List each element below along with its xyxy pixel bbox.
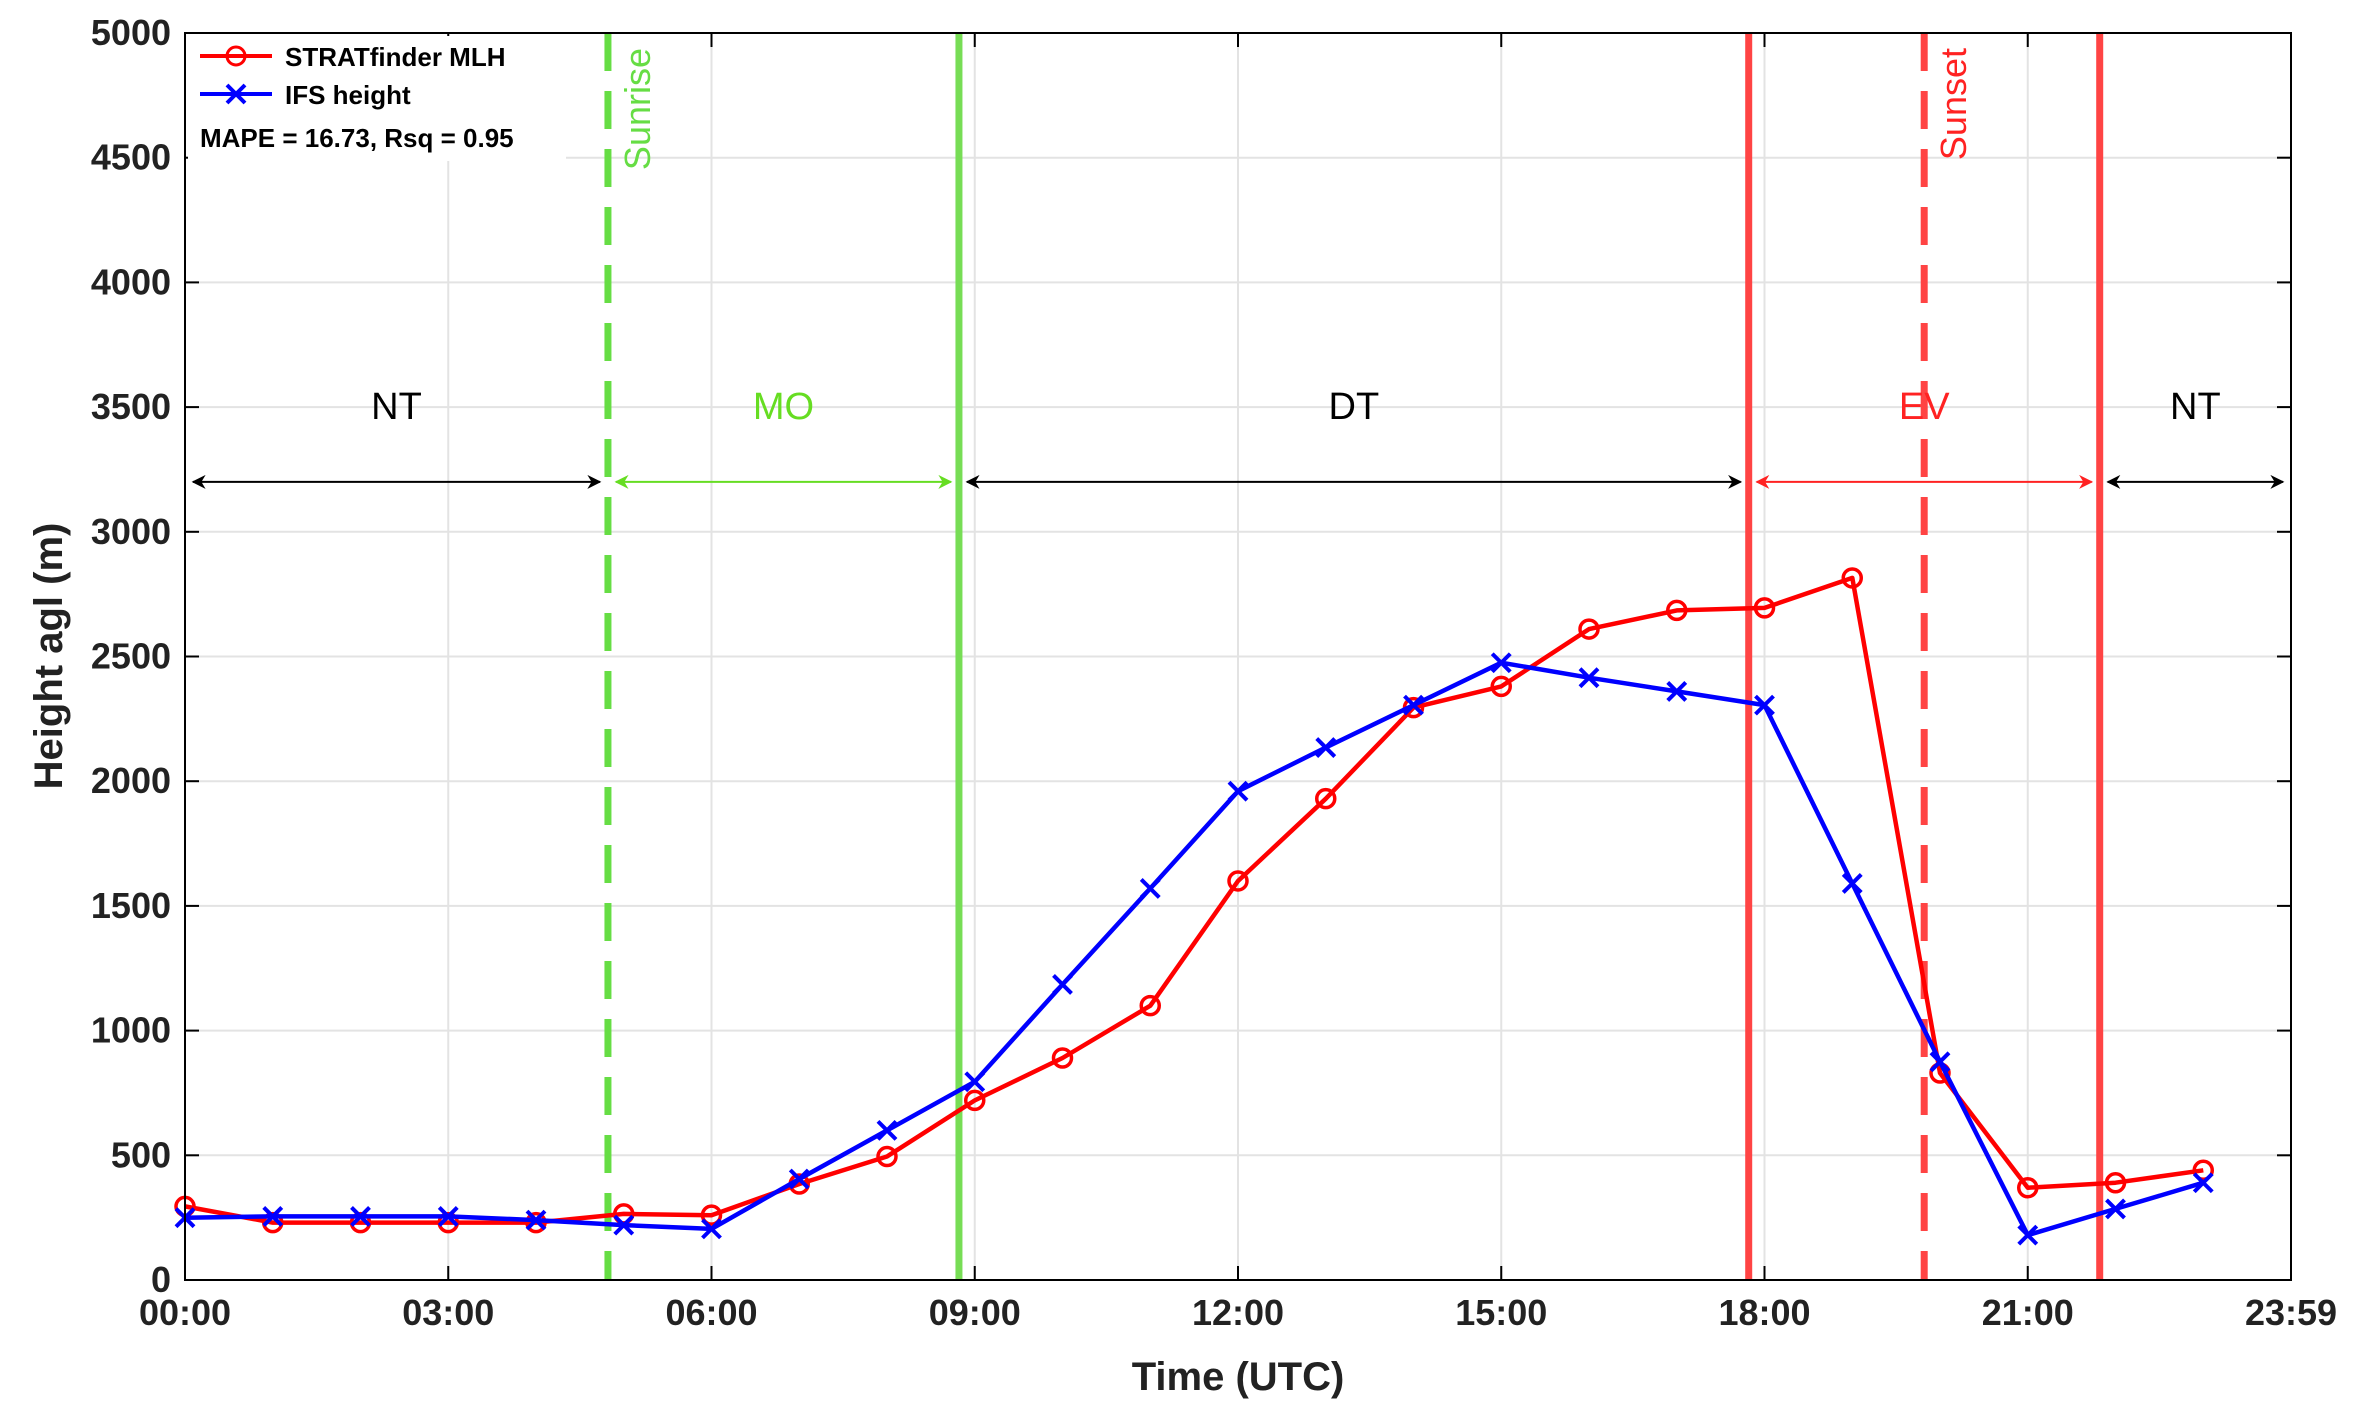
axes: 0 500 1000 1500 2000 2500 3000 3500 4000 4500 5000… bbox=[91, 12, 2337, 1333]
data-point-stratfinder bbox=[1315, 787, 1337, 810]
data-point-ifs bbox=[1841, 873, 1863, 894]
data-point-stratfinder bbox=[1051, 1047, 1074, 1069]
data-point-ifs bbox=[1490, 652, 1512, 674]
legend-marker-stratfinder bbox=[225, 45, 247, 67]
data-point-ifs bbox=[1315, 737, 1337, 758]
y-tick-label: 2000 bbox=[91, 760, 171, 801]
legend: STRATfinder MLH IFS height MAPE = 16.73,… bbox=[188, 36, 566, 161]
x-tick-label: 03:00 bbox=[402, 1292, 494, 1333]
grid bbox=[184, 32, 2292, 1281]
data-point-ifs bbox=[1666, 681, 1688, 702]
y-tick-label: 1500 bbox=[91, 885, 171, 926]
y-tick-label: 3000 bbox=[91, 511, 171, 552]
data-point-ifs bbox=[1403, 694, 1424, 716]
legend-label-stratfinder: STRATfinder MLH bbox=[285, 42, 506, 72]
series bbox=[174, 567, 2214, 1246]
period-label: NT bbox=[2170, 386, 2221, 428]
y-tick-label: 4000 bbox=[91, 261, 171, 302]
data-point-ifs bbox=[788, 1168, 810, 1190]
x-tick-label: 00:00 bbox=[139, 1292, 231, 1333]
y-tick-label: 3500 bbox=[91, 386, 171, 427]
data-point-stratfinder bbox=[1578, 618, 1600, 640]
y-axis-title: Height agl (m) bbox=[27, 523, 71, 790]
data-point-ifs bbox=[525, 1209, 547, 1231]
period-label: MO bbox=[753, 386, 814, 428]
event-lines: Sunrise Sunset bbox=[604, 33, 2104, 1280]
y-tick-label: 0 bbox=[151, 1259, 171, 1300]
data-point-stratfinder bbox=[2104, 1171, 2127, 1194]
x-tick-label: 06:00 bbox=[665, 1292, 757, 1333]
legend-marker-ifs bbox=[225, 83, 247, 105]
x-tick-label: 23:59 bbox=[2245, 1292, 2337, 1333]
x-tick-label: 12:00 bbox=[1192, 1292, 1284, 1333]
data-point-stratfinder bbox=[2017, 1176, 2039, 1199]
x-axis-title: Time (UTC) bbox=[1132, 1355, 1345, 1399]
data-point-stratfinder bbox=[1139, 994, 1161, 1017]
period-label: DT bbox=[1329, 386, 1380, 428]
data-point-ifs bbox=[613, 1214, 635, 1236]
y-tick-label: 2500 bbox=[91, 636, 171, 677]
data-point-stratfinder bbox=[1490, 675, 1512, 698]
stats-annotation: MAPE = 16.73, Rsq = 0.95 bbox=[200, 123, 514, 153]
data-point-ifs bbox=[2105, 1198, 2126, 1220]
x-tick-label: 09:00 bbox=[929, 1292, 1021, 1333]
data-point-ifs bbox=[2017, 1224, 2039, 1246]
event-label: Sunrise bbox=[617, 48, 658, 170]
data-point-ifs bbox=[1139, 878, 1161, 899]
data-point-ifs bbox=[1052, 974, 1073, 995]
period-label: NT bbox=[371, 386, 422, 428]
x-tick-label: 15:00 bbox=[1455, 1292, 1547, 1333]
data-point-stratfinder bbox=[1227, 870, 1249, 892]
data-point-stratfinder bbox=[1753, 597, 1776, 619]
period-arrows: NT MO DT EV NT bbox=[191, 386, 2285, 489]
series-line-stratfinder bbox=[184, 575, 2204, 1225]
data-point-ifs bbox=[350, 1205, 371, 1227]
y-tick-label: 500 bbox=[111, 1134, 171, 1175]
data-point-ifs bbox=[876, 1119, 898, 1141]
data-point-stratfinder bbox=[876, 1145, 898, 1168]
data-point-ifs bbox=[1754, 694, 1775, 716]
data-point-stratfinder bbox=[1841, 567, 1863, 589]
series-line-ifs bbox=[184, 660, 2204, 1238]
y-tick-label: 4500 bbox=[91, 137, 171, 178]
period-label: EV bbox=[1899, 386, 1950, 428]
data-point-ifs bbox=[1227, 780, 1249, 802]
x-tick-label: 18:00 bbox=[1718, 1292, 1810, 1333]
y-tick-label: 5000 bbox=[91, 12, 171, 53]
data-point-ifs bbox=[701, 1218, 722, 1240]
data-point-ifs bbox=[2192, 1172, 2214, 1194]
data-point-stratfinder bbox=[2192, 1159, 2214, 1182]
data-point-stratfinder bbox=[964, 1089, 986, 1112]
data-point-ifs bbox=[964, 1071, 986, 1093]
data-point-ifs bbox=[262, 1205, 284, 1227]
data-point-ifs bbox=[1578, 667, 1600, 689]
event-label: Sunset bbox=[1933, 48, 1974, 160]
data-point-ifs bbox=[1929, 1051, 1951, 1073]
data-point-stratfinder bbox=[700, 1204, 723, 1226]
data-point-stratfinder bbox=[1666, 599, 1688, 622]
legend-label-ifs: IFS height bbox=[285, 80, 411, 110]
data-point-ifs bbox=[437, 1205, 459, 1227]
y-tick-label: 1000 bbox=[91, 1010, 171, 1051]
x-tick-label: 21:00 bbox=[1982, 1292, 2074, 1333]
